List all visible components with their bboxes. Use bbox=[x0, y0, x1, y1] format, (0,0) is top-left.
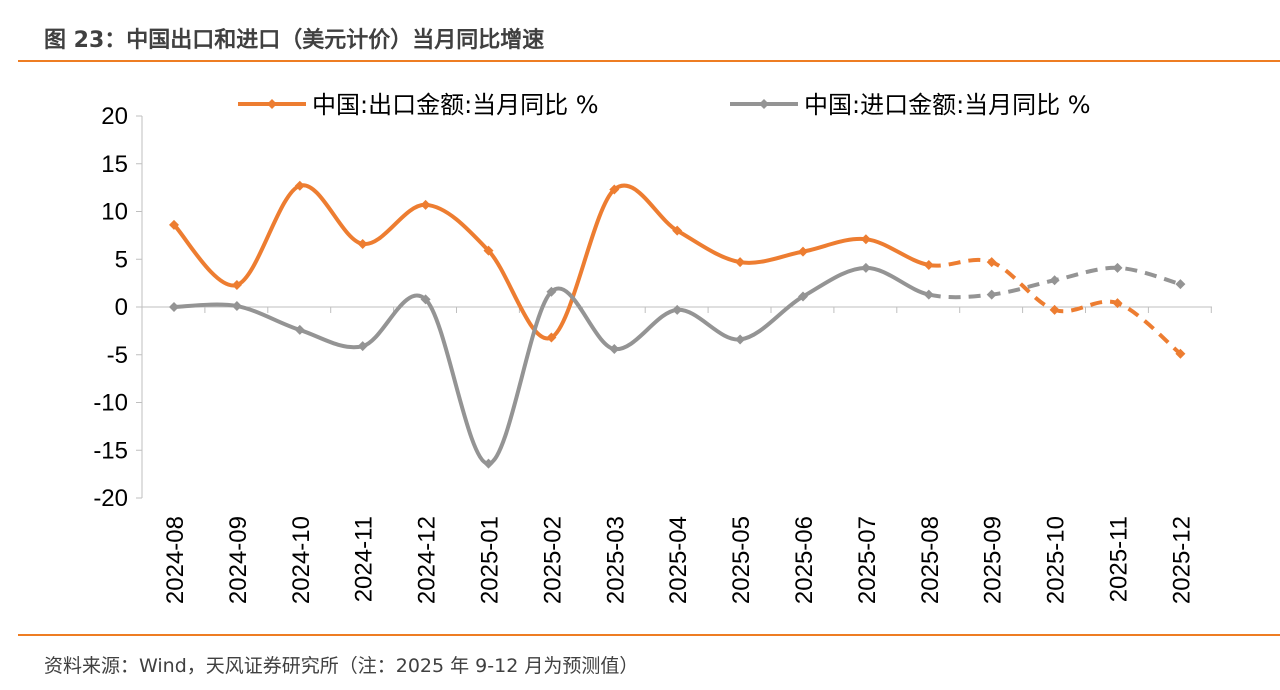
x-tick-label: 2024-10 bbox=[288, 516, 315, 604]
export-point bbox=[546, 332, 557, 343]
import-point bbox=[1175, 279, 1186, 290]
y-tick-label: 10 bbox=[101, 199, 128, 226]
import-point bbox=[231, 301, 242, 312]
x-tick-label: 2025-08 bbox=[917, 516, 944, 604]
x-tick-label: 2025-06 bbox=[791, 516, 818, 604]
export-point bbox=[986, 257, 997, 268]
y-tick-label: -15 bbox=[93, 437, 128, 464]
y-tick-label: 0 bbox=[115, 294, 128, 321]
x-tick-label: 2024-08 bbox=[162, 516, 189, 604]
import-point bbox=[294, 324, 305, 335]
import-point bbox=[609, 344, 620, 355]
y-tick-label: 15 bbox=[101, 151, 128, 178]
y-tick-label: -5 bbox=[107, 342, 128, 369]
x-tick-label: 2025-05 bbox=[728, 516, 755, 604]
import-point bbox=[483, 458, 494, 469]
import-point bbox=[860, 262, 871, 273]
import-point bbox=[169, 302, 179, 312]
export-point bbox=[672, 225, 683, 236]
y-tick-label: -10 bbox=[93, 390, 128, 417]
x-tick-label: 2025-02 bbox=[539, 516, 566, 604]
x-tick-label: 2024-12 bbox=[414, 516, 441, 604]
import-point bbox=[923, 289, 934, 300]
import-point bbox=[420, 294, 431, 305]
import-point bbox=[672, 304, 683, 315]
import-point bbox=[546, 286, 557, 297]
export-point bbox=[609, 184, 620, 195]
y-tick-label: -20 bbox=[93, 485, 128, 512]
export-point bbox=[357, 238, 368, 249]
x-tick-label: 2025-10 bbox=[1043, 516, 1070, 604]
export-point bbox=[1175, 348, 1186, 359]
bottom-divider bbox=[18, 634, 1280, 636]
import-legend-label: 中国:进口金额:当月同比 % bbox=[804, 91, 1091, 119]
export-point bbox=[483, 245, 494, 256]
x-tick-label: 2025-11 bbox=[1106, 516, 1133, 602]
x-tick-label: 2025-12 bbox=[1168, 516, 1195, 604]
export-legend-label: 中国:出口金额:当月同比 % bbox=[312, 91, 599, 119]
x-tick-label: 2025-01 bbox=[477, 516, 504, 604]
import-point bbox=[986, 289, 997, 300]
line-chart: 20 15 10 5 0 -5 -10 -15 -20 2024-08 2024-09 2024-10… bbox=[93, 91, 1212, 604]
export-legend-marker bbox=[267, 99, 277, 109]
x-tick-label: 2025-09 bbox=[980, 516, 1007, 604]
x-tick-label: 2024-09 bbox=[225, 516, 252, 604]
export-point bbox=[169, 219, 179, 230]
y-tick-label: 20 bbox=[101, 103, 128, 130]
import-point bbox=[357, 341, 368, 352]
import-point bbox=[735, 334, 746, 345]
import-point bbox=[1112, 262, 1123, 273]
import-legend-marker bbox=[759, 99, 769, 109]
export-point bbox=[1112, 298, 1123, 309]
top-divider bbox=[18, 60, 1280, 62]
figure-title: 图 23：中国出口和进口（美元计价）当月同比增速 bbox=[44, 28, 545, 53]
export-point bbox=[294, 180, 305, 191]
import-line-actual bbox=[173, 265, 930, 466]
y-tick-label: 5 bbox=[115, 246, 128, 273]
import-point bbox=[798, 291, 808, 302]
export-point bbox=[231, 280, 242, 291]
x-tick-label: 2025-07 bbox=[854, 516, 881, 604]
import-point bbox=[1049, 275, 1060, 286]
export-point bbox=[420, 199, 431, 210]
export-point bbox=[798, 246, 808, 257]
export-line-actual bbox=[172, 183, 930, 341]
export-point bbox=[860, 234, 871, 245]
export-point bbox=[1049, 304, 1060, 315]
x-tick-label: 2025-04 bbox=[665, 516, 692, 604]
x-tick-label: 2024-11 bbox=[351, 516, 378, 602]
source-note: 资料来源：Wind，天风证券研究所（注：2025 年 9-12 月为预测值） bbox=[44, 655, 639, 677]
export-point bbox=[923, 259, 934, 270]
export-point bbox=[735, 257, 746, 268]
x-tick-label: 2025-03 bbox=[602, 516, 629, 604]
